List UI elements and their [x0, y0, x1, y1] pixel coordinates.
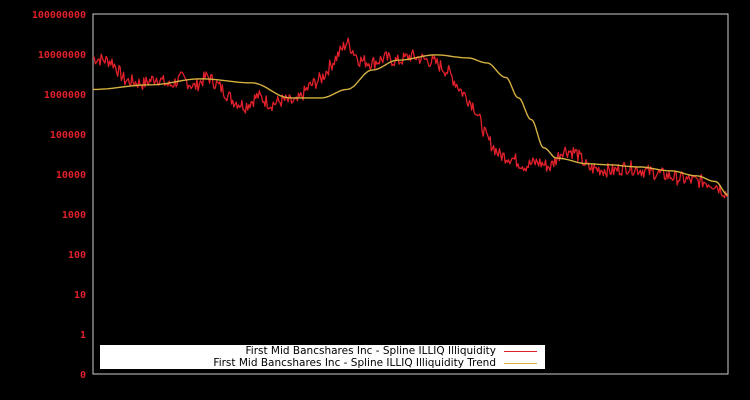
plot-frame: [92, 13, 729, 375]
legend-swatch-gold: [504, 362, 537, 364]
y-tick-label: 10000: [56, 170, 86, 181]
legend-item-trend: First Mid Bancshares Inc - Spline ILLIQ …: [213, 357, 537, 369]
legend: First Mid Bancshares Inc - Spline ILLIQ …: [100, 345, 545, 369]
legend-swatch-red: [504, 350, 537, 352]
y-tick-label: 1000000: [44, 90, 86, 101]
legend-label: First Mid Bancshares Inc - Spline ILLIQ …: [245, 345, 497, 357]
y-tick-label: 1000: [62, 210, 86, 221]
y-tick-label: 100000000: [32, 10, 86, 21]
y-axis-ticks: 0 1 10 100 1000 10000 100000 1000000 10000000 100…: [32, 10, 86, 381]
y-tick-label: 100000: [50, 130, 86, 141]
illiquidity-series-line: [92, 37, 729, 199]
legend-label: First Mid Bancshares Inc - Spline ILLIQ …: [213, 357, 496, 369]
legend-item-illiquidity: First Mid Bancshares Inc - Spline ILLIQ …: [245, 345, 537, 357]
series-layer: [92, 37, 729, 199]
illiquidity-trend-line: [93, 54, 729, 196]
y-tick-label: 100: [68, 250, 86, 261]
y-tick-label: 1: [80, 330, 86, 341]
y-tick-label: 10000000: [38, 50, 86, 61]
y-tick-label: 10: [74, 290, 86, 301]
y-tick-label: 0: [80, 370, 86, 381]
